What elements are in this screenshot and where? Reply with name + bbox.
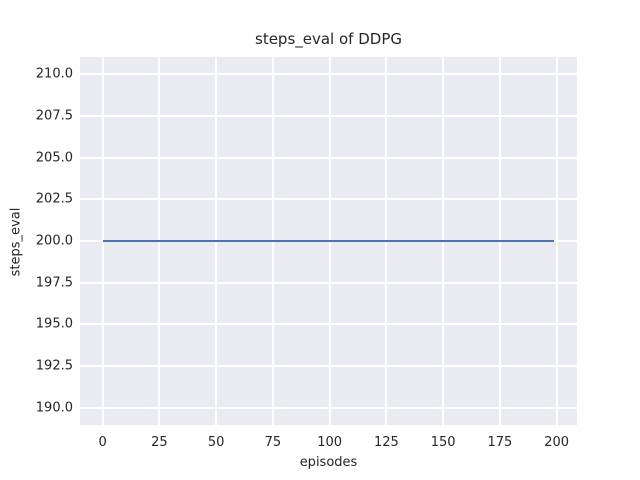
x-axis-label: episodes xyxy=(299,455,358,470)
x-tick-label: 200 xyxy=(544,435,570,450)
y-axis-label: steps_eval xyxy=(8,207,24,277)
x-tick-label: 125 xyxy=(373,435,399,450)
y-tick-label: 195.0 xyxy=(35,316,73,332)
series-line-steps_eval xyxy=(102,240,555,242)
y-gridline xyxy=(80,364,577,367)
y-tick-label: 200.0 xyxy=(35,233,73,249)
y-tick-label: 210.0 xyxy=(35,66,73,82)
x-tick-label: 150 xyxy=(430,435,456,450)
y-tick-label: 197.5 xyxy=(35,275,73,291)
y-gridline xyxy=(80,156,577,159)
y-gridline xyxy=(80,198,577,201)
chart-title: steps_eval of DDPG xyxy=(255,30,402,48)
y-tick-label: 202.5 xyxy=(35,191,73,207)
y-gridline xyxy=(80,281,577,284)
x-tick-label: 175 xyxy=(487,435,513,450)
x-tick-label: 75 xyxy=(264,435,282,450)
y-gridline xyxy=(80,406,577,409)
y-gridline xyxy=(80,323,577,326)
y-tick-label: 192.5 xyxy=(35,358,73,374)
x-tick-label: 50 xyxy=(207,435,225,450)
y-gridline xyxy=(80,73,577,76)
y-tick-label: 190.0 xyxy=(35,400,73,416)
y-tick-label: 207.5 xyxy=(35,108,73,124)
y-gridline xyxy=(80,115,577,118)
x-tick-label: 0 xyxy=(98,435,107,450)
plot-area xyxy=(80,57,577,425)
x-tick-label: 25 xyxy=(151,435,168,450)
x-tick-label: 100 xyxy=(317,435,343,450)
y-tick-label: 205.0 xyxy=(35,150,73,166)
